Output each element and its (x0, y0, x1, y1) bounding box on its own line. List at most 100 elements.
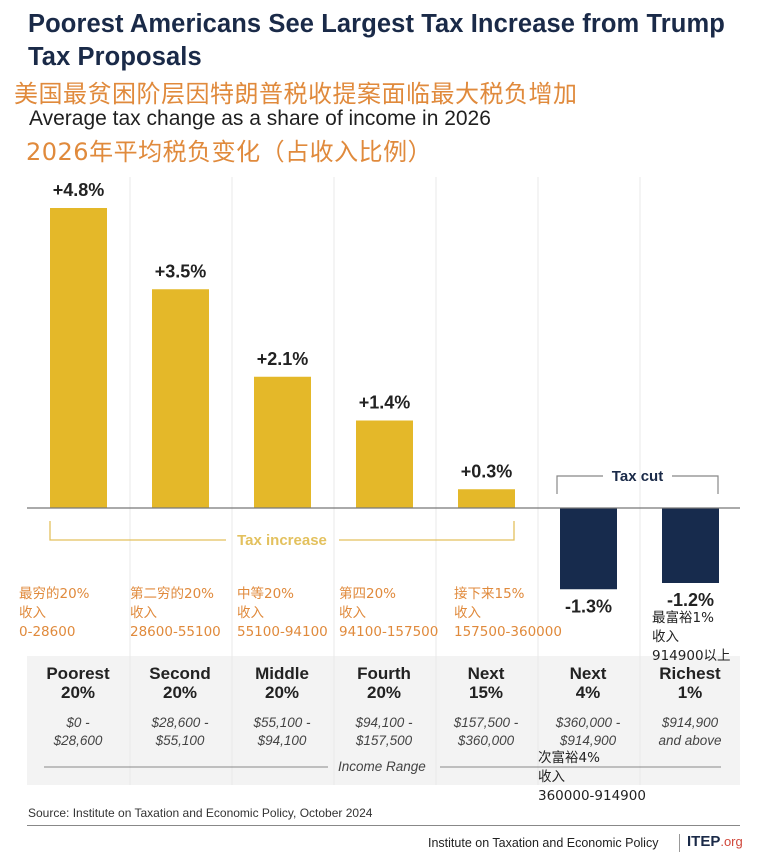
chinese-annotation-line: 第二穷的20% (130, 586, 215, 602)
chinese-annotation: 第四20% 收入 94100-157500 (339, 585, 438, 642)
income-range: $360,000 - $914,900 (537, 714, 639, 750)
bars (50, 208, 719, 590)
income-range: $0 - $28,600 (27, 714, 129, 750)
category-name-line2: 20% (264, 683, 300, 702)
income-range-line2: $55,100 (155, 733, 205, 748)
value-label: +0.3% (461, 461, 513, 481)
chinese-annotation-line: 次富裕4% (538, 750, 600, 766)
itep-logo[interactable]: ITEP.org (687, 833, 743, 850)
category-label: Second 20% $28,600 - $55,100 (129, 664, 231, 750)
income-range-line1: $360,000 - (555, 715, 621, 730)
category-name-line2: 1% (677, 683, 703, 702)
category-name-line1: Middle (255, 664, 309, 683)
category-name-line1: Fourth (357, 664, 411, 683)
tax-cut-bracket-right (672, 475, 719, 494)
chinese-annotation-line: 收入 (237, 605, 264, 621)
brackets: Tax increase Tax cut (49, 468, 719, 549)
chinese-annotation-line: 914900以上 (652, 648, 731, 664)
category-name: Next 15% (435, 664, 537, 702)
chinese-annotation-line: 收入 (538, 769, 565, 785)
category-name-line2: 20% (366, 683, 402, 702)
income-range-panel (27, 656, 740, 785)
category-label: Poorest 20% $0 - $28,600 (27, 664, 129, 750)
source-note: Source: Institute on Taxation and Econom… (28, 806, 373, 820)
chinese-annotation-line: 0-28600 (19, 624, 76, 640)
chinese-annotation: 最富裕1% 收入 914900以上 (652, 609, 731, 666)
income-range: $94,100 - $157,500 (333, 714, 435, 750)
income-range-line1: $94,100 - (355, 715, 413, 730)
chinese-annotation: 中等20% 收入 55100-94100 (237, 585, 328, 642)
income-range-line2: and above (658, 733, 722, 748)
chinese-annotation-line: 收入 (130, 605, 157, 621)
chart-title-chinese: 美国最贫困阶层因特朗普税收提案面临最大税负增加 (14, 80, 578, 108)
value-label: +4.8% (53, 180, 105, 200)
chinese-annotation-line: 94100-157500 (339, 624, 439, 640)
value-labels: +4.8% +3.5% +2.1% +1.4% +0.3% -1.3% -1.2% (53, 180, 714, 616)
income-range-line1: $55,100 - (253, 715, 311, 730)
income-range: $55,100 - $94,100 (231, 714, 333, 750)
chinese-annotation-line: 第四20% (339, 586, 397, 602)
category-name-line1: Next (467, 664, 505, 683)
value-label: +2.1% (257, 349, 309, 369)
chart-subtitle: Average tax change as a share of income … (29, 107, 491, 130)
category-name-line2: 20% (60, 683, 96, 702)
chinese-annotation: 最穷的20% 收入 0-28600 (19, 585, 90, 642)
chinese-annotation-line: 收入 (454, 605, 481, 621)
category-label: Next 4% $360,000 - $914,900 (537, 664, 639, 750)
category-label: Middle 20% $55,100 - $94,100 (231, 664, 333, 750)
income-range-line1: $157,500 - (453, 715, 519, 730)
bar-next-4 (560, 508, 617, 590)
chinese-annotation-line: 360000-914900 (538, 788, 646, 804)
category-name: Middle 20% (231, 664, 333, 702)
bar-fourth-20 (356, 420, 413, 508)
category-name-line1: Richest (659, 664, 721, 683)
bar-poorest-20 (50, 208, 107, 508)
income-range-line1: $0 - (66, 715, 90, 730)
chinese-annotation-line: 最穷的20% (19, 586, 90, 602)
chinese-annotation-line: 55100-94100 (237, 624, 328, 640)
chinese-annotation: 次富裕4% 收入 360000-914900 (538, 749, 646, 806)
category-name: Richest 1% (639, 664, 741, 702)
income-range-line1: $914,900 (661, 715, 719, 730)
income-range-line2: $360,000 (457, 733, 515, 748)
income-range-line1: $28,600 - (151, 715, 209, 730)
logo-org-text: .org (720, 834, 743, 849)
bar-next-15 (458, 489, 515, 508)
tax-cut-bracket-left (556, 475, 603, 494)
column-separators (129, 177, 641, 785)
category-label: Next 15% $157,500 - $360,000 (435, 664, 537, 750)
category-name-line1: Next (569, 664, 607, 683)
income-range-line2: $914,900 (559, 733, 617, 748)
tax-increase-bracket-right (339, 521, 515, 541)
income-range-label: Income Range (338, 759, 426, 774)
chart-title: Poorest Americans See Largest Tax Increa… (28, 10, 725, 71)
chart-subtitle-chinese: 2026年平均税负变化（占收入比例） (26, 138, 433, 166)
footer-divider (27, 825, 740, 826)
footer-org-name: Institute on Taxation and Economic Polic… (428, 836, 659, 850)
bar-richest-1 (662, 508, 719, 583)
category-name-line1: Poorest (46, 664, 110, 683)
chinese-annotation-line: 收入 (652, 629, 679, 645)
income-range-line2: $28,600 (53, 733, 103, 748)
category-name: Second 20% (129, 664, 231, 702)
chinese-annotation-line: 最富裕1% (652, 610, 714, 626)
category-name-line2: 4% (575, 683, 601, 702)
chinese-annotation-line: 28600-55100 (130, 624, 221, 640)
income-range-line2: $157,500 (355, 733, 413, 748)
tax-cut-label: Tax cut (612, 468, 663, 485)
footer-separator (679, 834, 680, 852)
chinese-annotation-line: 中等20% (237, 586, 295, 602)
bar-middle-20 (254, 376, 311, 508)
tax-increase-label: Tax increase (237, 532, 327, 549)
category-name: Next 4% (537, 664, 639, 702)
tax-increase-bracket-left (49, 521, 226, 541)
chinese-annotation-line: 157500-360000 (454, 624, 562, 640)
chinese-annotation-line: 收入 (339, 605, 366, 621)
category-label: Fourth 20% $94,100 - $157,500 (333, 664, 435, 750)
logo-itep-text: ITEP (687, 833, 721, 850)
category-name-line1: Second (149, 664, 211, 683)
value-label: +3.5% (155, 261, 207, 281)
income-range: $914,900 and above (639, 714, 741, 750)
income-range: $157,500 - $360,000 (435, 714, 537, 750)
